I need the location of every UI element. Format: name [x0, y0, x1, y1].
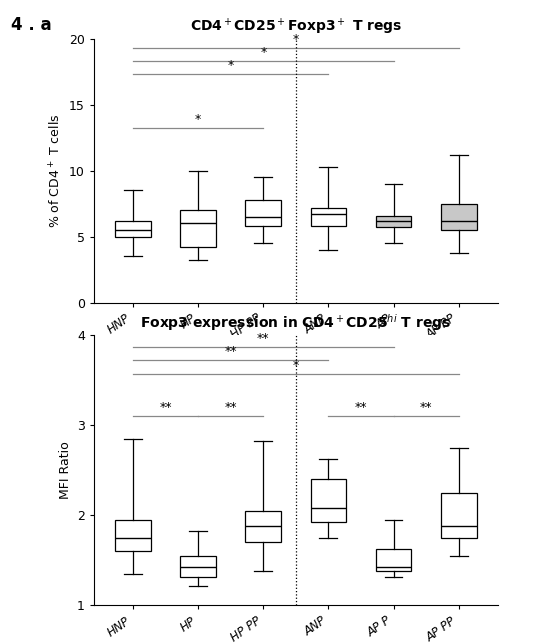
Title: CD4$^+$CD25$^+$Foxp3$^+$ T regs: CD4$^+$CD25$^+$Foxp3$^+$ T regs	[190, 17, 402, 37]
PathPatch shape	[441, 493, 477, 538]
Text: **: **	[159, 401, 172, 414]
Text: **: **	[225, 401, 237, 414]
Text: *: *	[228, 59, 234, 72]
Text: *: *	[195, 113, 201, 126]
PathPatch shape	[246, 511, 281, 542]
Y-axis label: MFI Ratio: MFI Ratio	[59, 441, 71, 499]
Text: *: *	[260, 46, 267, 59]
PathPatch shape	[180, 556, 216, 576]
PathPatch shape	[115, 520, 151, 551]
Text: **: **	[354, 401, 367, 414]
Y-axis label: % of CD4$^+$ T cells: % of CD4$^+$ T cells	[48, 113, 64, 228]
PathPatch shape	[310, 479, 346, 522]
PathPatch shape	[375, 216, 411, 227]
Text: **: **	[225, 345, 237, 358]
Text: 4 . a: 4 . a	[11, 16, 51, 34]
Text: **: **	[420, 401, 432, 414]
PathPatch shape	[375, 549, 411, 571]
PathPatch shape	[115, 221, 151, 237]
PathPatch shape	[180, 210, 216, 247]
PathPatch shape	[441, 204, 477, 230]
Text: *: *	[293, 33, 299, 46]
Text: *: *	[293, 359, 299, 372]
PathPatch shape	[246, 200, 281, 226]
Title: Foxp3 expression in CD4$^+$CD25$^{hi}$ T regs: Foxp3 expression in CD4$^+$CD25$^{hi}$ T…	[140, 312, 451, 333]
PathPatch shape	[310, 207, 346, 226]
Text: **: **	[257, 332, 269, 345]
